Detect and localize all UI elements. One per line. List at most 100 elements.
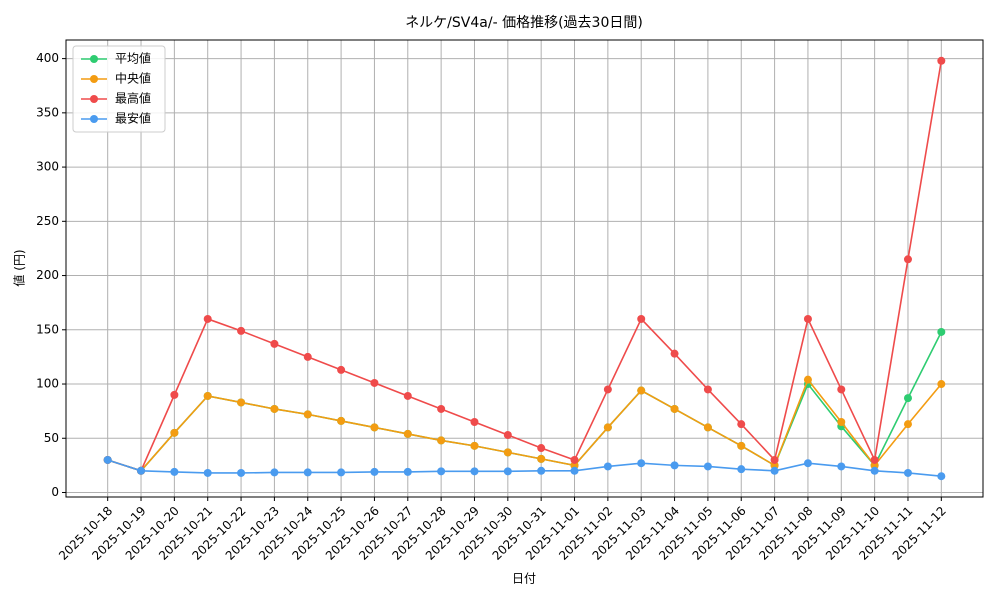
- y-tick-label: 200: [36, 268, 59, 282]
- legend-marker: [90, 95, 98, 103]
- point: [337, 416, 346, 425]
- point: [903, 255, 912, 264]
- point: [937, 380, 946, 389]
- y-tick-label: 0: [51, 485, 59, 499]
- y-tick-label: 400: [36, 51, 59, 65]
- point: [337, 365, 346, 374]
- point: [270, 339, 279, 348]
- point: [303, 352, 312, 361]
- point: [403, 429, 412, 438]
- series-line: [107, 60, 943, 472]
- point: [870, 455, 879, 464]
- point: [903, 468, 912, 477]
- legend-marker: [90, 75, 98, 83]
- point: [503, 448, 512, 457]
- legend-label: 平均値: [115, 51, 151, 66]
- point: [937, 327, 946, 336]
- x-axis-label: 日付: [512, 572, 536, 586]
- point: [203, 314, 212, 323]
- point: [237, 468, 246, 477]
- point: [837, 385, 846, 394]
- point: [803, 314, 812, 323]
- point: [870, 466, 879, 475]
- point: [303, 410, 312, 419]
- y-tick-label: 350: [36, 105, 59, 119]
- point: [737, 420, 746, 429]
- point: [470, 441, 479, 450]
- legend-label: 中央値: [115, 71, 151, 86]
- point: [570, 455, 579, 464]
- point: [437, 404, 446, 413]
- y-tick-label: 250: [36, 214, 59, 228]
- y-tick-label: 100: [36, 377, 59, 391]
- point: [670, 404, 679, 413]
- series-line: [107, 459, 942, 478]
- point: [270, 468, 279, 477]
- point: [737, 465, 746, 474]
- point: [937, 472, 946, 481]
- point: [503, 467, 512, 476]
- legend-label: 最安値: [115, 111, 151, 126]
- point: [337, 468, 346, 477]
- point: [803, 459, 812, 468]
- plot-frame: [65, 39, 984, 498]
- point: [537, 444, 546, 453]
- point: [670, 349, 679, 358]
- point: [370, 467, 379, 476]
- point: [370, 423, 379, 432]
- point: [637, 314, 646, 323]
- point: [203, 391, 212, 400]
- point: [803, 375, 812, 384]
- chart-title: ネルケ/SV4a/- 価格推移(過去30日間): [405, 15, 643, 31]
- point: [170, 390, 179, 399]
- legend-label: 最高値: [115, 91, 151, 106]
- point: [137, 466, 146, 475]
- point: [903, 394, 912, 403]
- point: [203, 468, 212, 477]
- point: [937, 56, 946, 65]
- point: [403, 391, 412, 400]
- point: [270, 404, 279, 413]
- point: [703, 423, 712, 432]
- point: [837, 417, 846, 426]
- legend-box: [72, 45, 166, 133]
- y-tick-label: 50: [44, 431, 59, 445]
- point: [303, 468, 312, 477]
- point: [903, 420, 912, 429]
- point: [570, 466, 579, 475]
- point: [770, 455, 779, 464]
- point: [770, 466, 779, 475]
- point: [470, 417, 479, 426]
- point: [603, 462, 612, 471]
- point: [370, 378, 379, 387]
- y-tick-label: 150: [36, 322, 59, 336]
- point: [503, 431, 512, 440]
- point: [603, 385, 612, 394]
- point: [703, 462, 712, 471]
- point: [670, 461, 679, 470]
- point: [437, 436, 446, 445]
- point: [703, 385, 712, 394]
- point: [437, 467, 446, 476]
- legend-marker: [90, 55, 98, 63]
- point: [637, 459, 646, 468]
- point: [170, 467, 179, 476]
- point: [170, 428, 179, 437]
- point: [470, 467, 479, 476]
- point: [603, 423, 612, 432]
- point: [403, 467, 412, 476]
- point: [537, 466, 546, 475]
- point: [637, 386, 646, 395]
- y-axis-label: 値 (円): [12, 249, 27, 286]
- point: [103, 455, 112, 464]
- point: [237, 326, 246, 335]
- point: [837, 462, 846, 471]
- point: [237, 398, 246, 407]
- series-line: [107, 378, 942, 472]
- point: [537, 454, 546, 463]
- legend-marker: [90, 115, 98, 123]
- point: [737, 441, 746, 450]
- y-tick-label: 300: [36, 160, 59, 174]
